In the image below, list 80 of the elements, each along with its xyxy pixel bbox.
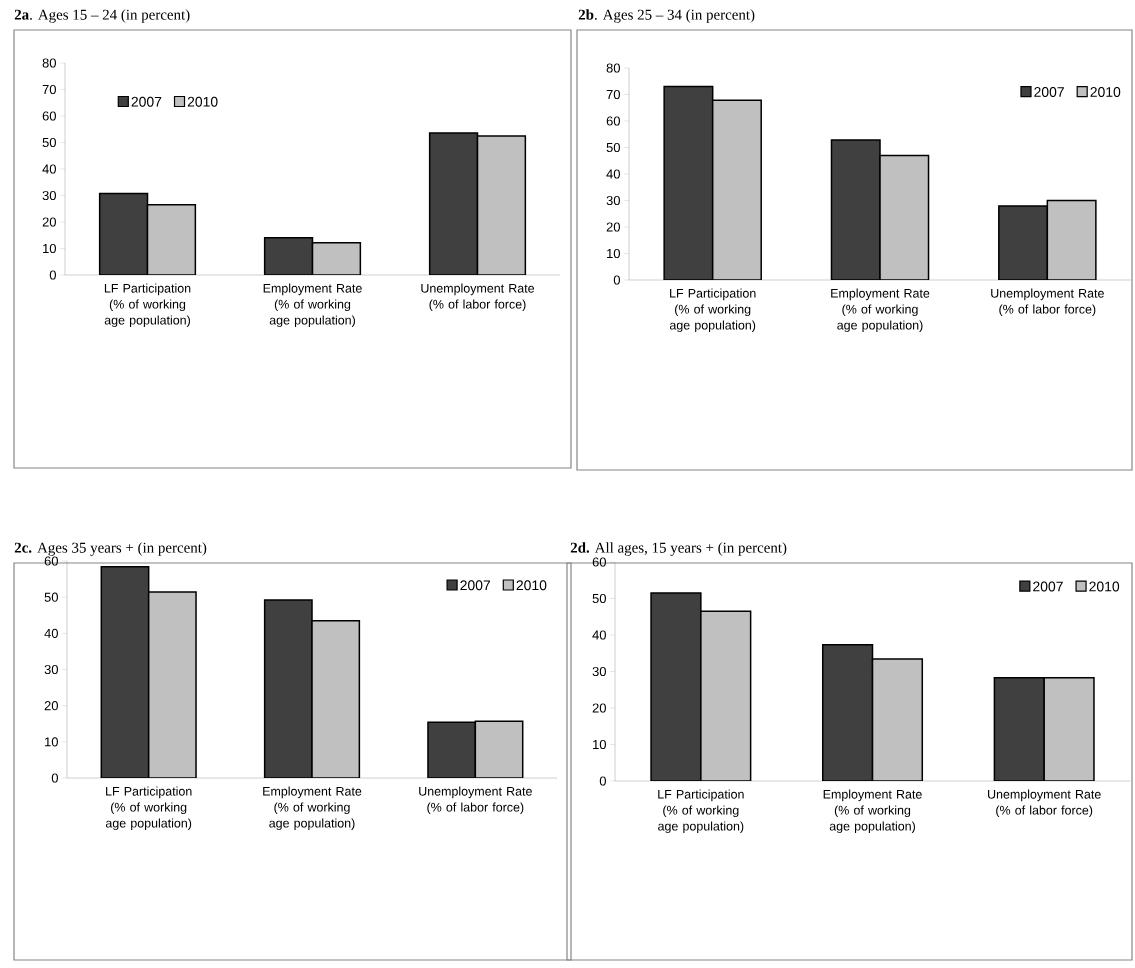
legend-label: 2010 — [187, 96, 218, 107]
legend-label: 2007 — [460, 580, 491, 591]
bar — [146, 204, 197, 275]
x-tick-label: Unemployment Rate (% of labor force) — [991, 288, 1104, 317]
bar — [98, 192, 149, 275]
bar — [474, 720, 524, 779]
y-tick-label: 50 — [44, 592, 58, 602]
bar — [663, 85, 714, 280]
y-tick-label: 10 — [43, 243, 56, 254]
x-tick-label: Employment Rate (% of working age population) — [263, 283, 362, 328]
x-tick-label: LF Participation (% of working age population) — [658, 789, 744, 834]
y-tick-label: 40 — [42, 164, 56, 174]
bar — [879, 154, 930, 280]
y-tick-label: 80 — [606, 63, 620, 73]
y-tick-label: 40 — [606, 169, 620, 179]
bar — [700, 610, 752, 782]
y-tick-label: 60 — [606, 116, 620, 126]
y-tick-label: 40 — [44, 628, 58, 638]
x-tick-label: Unemployment Rate (% of labor force) — [419, 786, 532, 815]
bar — [428, 132, 479, 275]
y-tick-label: 10 — [607, 248, 620, 259]
y-tick-label: 70 — [606, 89, 620, 100]
y-tick-label: 30 — [44, 664, 58, 675]
y-tick-label: 60 — [42, 111, 56, 121]
y-tick-label: 0 — [613, 275, 620, 285]
x-tick-label: Employment Rate (% of working age population) — [831, 288, 930, 333]
x-tick-label: LF Participation (% of working age population) — [669, 288, 756, 333]
legend-label: 2007 — [1034, 87, 1064, 97]
y-tick-label: 0 — [599, 776, 606, 786]
chart-title: 2d. All ages, 15 years + (in percent) — [570, 542, 787, 556]
y-tick-label: 0 — [49, 270, 56, 280]
x-tick-label: Unemployment Rate (% of labor force) — [421, 283, 535, 312]
y-tick-label: 50 — [592, 593, 606, 604]
legend-label: 2007 — [1033, 581, 1063, 592]
bar — [821, 644, 874, 782]
y-tick-label: 60 — [592, 557, 606, 567]
bar — [871, 658, 924, 782]
bar — [311, 619, 361, 779]
y-tick-label: 50 — [42, 137, 56, 148]
legend-label: 2007 — [131, 96, 162, 107]
y-tick-label: 40 — [592, 630, 606, 640]
y-tick-label: 0 — [51, 773, 58, 783]
legend-label: 2010 — [1089, 581, 1120, 592]
bar — [427, 721, 477, 779]
bar — [830, 139, 881, 280]
x-tick-label: LF Participation (% of working age population) — [104, 283, 191, 328]
legend-label: 2010 — [516, 580, 547, 591]
legend-label: 2010 — [1090, 87, 1121, 97]
y-tick-label: 20 — [606, 222, 620, 232]
bar — [1043, 676, 1095, 782]
bar — [1046, 199, 1097, 280]
bar — [263, 236, 314, 275]
bar — [263, 599, 313, 779]
y-tick-label: 30 — [592, 666, 606, 677]
bar — [311, 241, 362, 275]
y-tick-label: 20 — [44, 701, 58, 711]
y-tick-label: 50 — [606, 142, 620, 153]
y-tick-label: 30 — [42, 190, 56, 201]
y-tick-label: 20 — [42, 217, 56, 227]
y-tick-label: 80 — [42, 58, 56, 68]
x-tick-label: Employment Rate (% of working age population) — [823, 789, 922, 834]
chart-title: 2b. Ages 25 – 34 (in percent) — [578, 9, 755, 23]
bar — [650, 592, 702, 782]
y-tick-label: 70 — [42, 84, 56, 95]
y-tick-label: 60 — [44, 556, 58, 566]
bar — [476, 135, 527, 275]
bar — [998, 205, 1049, 280]
x-tick-label: LF Participation (% of working age population) — [105, 786, 192, 831]
y-tick-label: 30 — [606, 195, 620, 206]
bar — [147, 591, 197, 779]
bar — [100, 566, 150, 779]
y-tick-label: 10 — [45, 737, 58, 747]
y-tick-label: 10 — [593, 739, 606, 750]
bar — [711, 99, 762, 280]
bar — [993, 676, 1045, 782]
y-tick-label: 20 — [592, 703, 606, 713]
x-tick-label: Unemployment Rate (% of labor force) — [988, 789, 1101, 818]
chart-title: 2a. Ages 15 – 24 (in percent) — [14, 9, 190, 23]
x-tick-label: Employment Rate (% of working age population) — [263, 786, 362, 831]
chart-title: 2c. Ages 35 years + (in percent) — [14, 542, 207, 556]
